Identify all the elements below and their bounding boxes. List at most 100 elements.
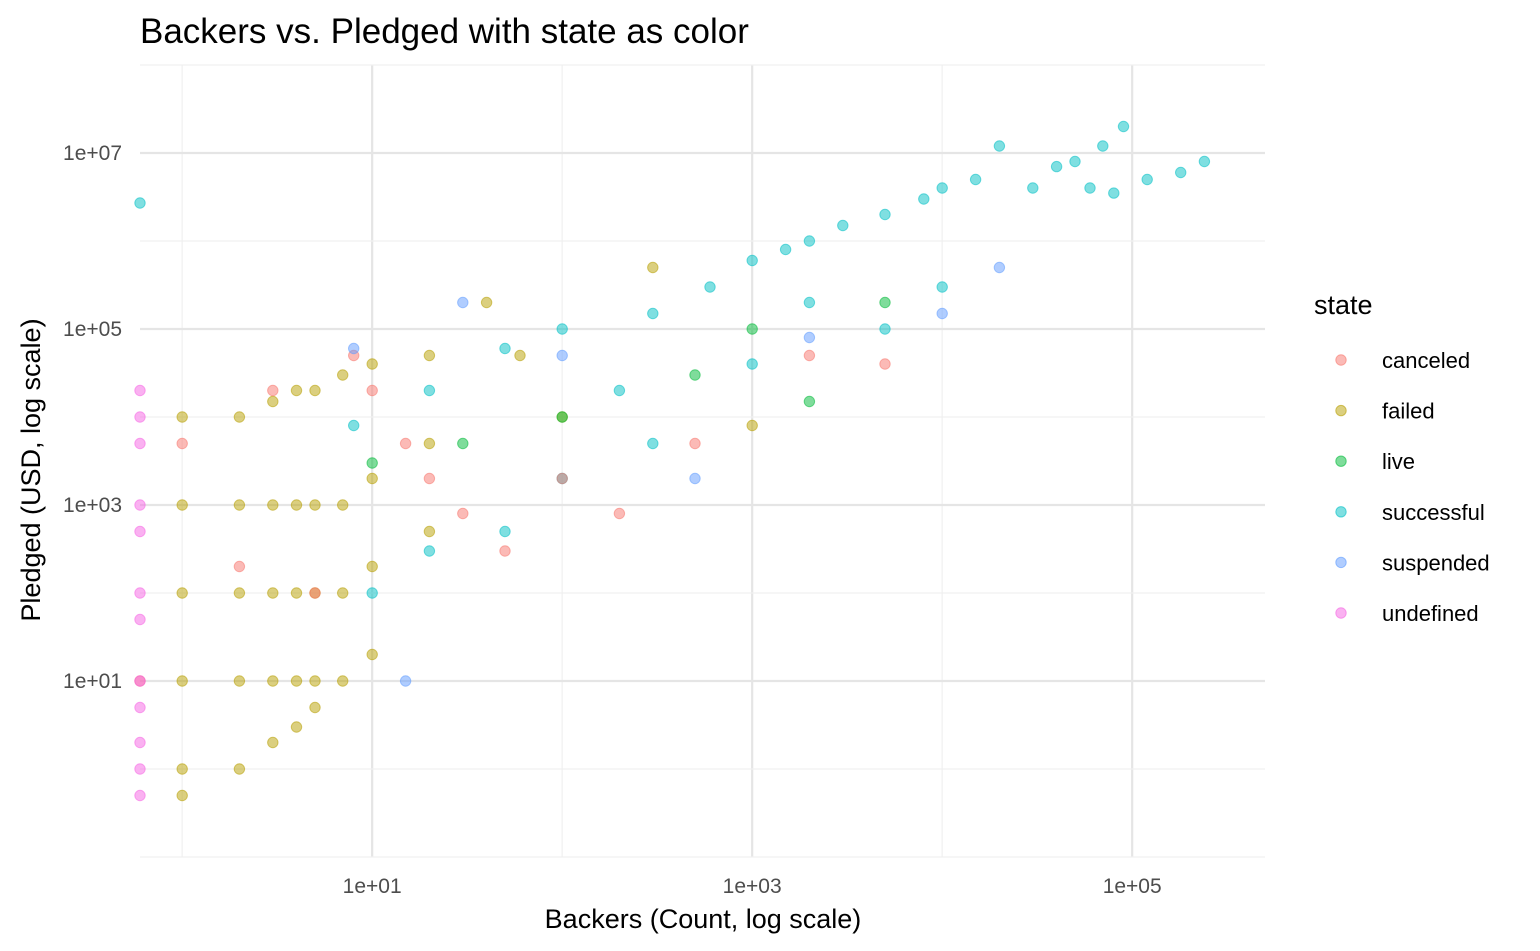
data-point-failed <box>309 384 321 397</box>
data-point-successful <box>779 243 792 256</box>
data-point-successful <box>348 419 360 432</box>
data-point-live <box>457 437 469 450</box>
data-point-successful <box>1198 155 1211 168</box>
data-point-successful <box>647 437 659 450</box>
data-point-undefined <box>134 411 146 423</box>
data-point-undefined <box>134 384 146 397</box>
data-point-successful <box>423 384 436 397</box>
data-point-failed <box>337 499 349 511</box>
data-point-failed <box>267 675 279 687</box>
data-point-successful <box>423 545 436 557</box>
legend-key-canceled <box>1335 354 1347 366</box>
data-point-successful <box>879 323 891 335</box>
data-point-successful <box>803 235 816 247</box>
data-point-successful <box>746 254 758 267</box>
data-point-undefined <box>134 499 146 511</box>
data-point-canceled <box>556 472 568 485</box>
x-tick-label: 1e+03 <box>723 875 782 898</box>
data-point-successful <box>704 281 716 293</box>
data-point-failed <box>267 499 279 511</box>
data-point-canceled <box>176 437 188 450</box>
data-point-failed <box>290 587 303 599</box>
data-point-failed <box>366 472 378 485</box>
data-point-successful <box>1117 120 1130 133</box>
data-point-failed <box>176 789 188 802</box>
y-axis-ticks: 1e+01 1e+03 1e+05 1e+07 <box>63 142 122 693</box>
data-point-failed <box>337 587 349 599</box>
legend-key-suspended <box>1335 556 1347 569</box>
data-point-successful <box>918 193 930 205</box>
data-point-successful <box>1050 160 1063 173</box>
data-point-successful <box>803 296 816 309</box>
data-point-undefined <box>134 789 146 802</box>
data-point-suspended <box>689 472 701 485</box>
data-point-failed <box>176 587 188 599</box>
legend-label-successful: successful <box>1382 500 1485 525</box>
data-point-undefined <box>134 587 146 599</box>
y-tick-label: 1e+05 <box>63 318 122 341</box>
data-point-live <box>689 369 701 381</box>
data-point-canceled <box>803 349 816 362</box>
data-point-successful <box>1097 140 1109 152</box>
data-point-failed <box>176 499 188 511</box>
data-point-undefined <box>134 701 146 714</box>
data-point-failed <box>647 261 659 274</box>
legend-key-undefined <box>1335 607 1347 619</box>
data-point-failed <box>746 419 758 432</box>
data-point-failed <box>366 560 378 573</box>
data-point-undefined <box>134 736 146 749</box>
data-point-failed <box>267 395 279 408</box>
data-point-failed <box>176 675 188 687</box>
data-point-live <box>879 296 891 309</box>
data-point-live <box>366 457 378 469</box>
data-point-successful <box>969 173 982 186</box>
legend-title: state <box>1314 290 1373 320</box>
data-point-failed <box>423 349 436 362</box>
legend-label-failed: failed <box>1382 399 1435 424</box>
data-point-failed <box>267 736 279 749</box>
data-point-failed <box>267 587 279 599</box>
data-point-successful <box>837 219 849 232</box>
data-point-successful <box>499 525 511 538</box>
data-point-successful <box>134 197 146 209</box>
data-point-undefined <box>134 525 146 538</box>
data-point-successful <box>1141 173 1153 186</box>
data-point-suspended <box>556 349 568 362</box>
legend: state canceled failed live successful suspen… <box>1314 290 1490 626</box>
data-point-undefined <box>134 763 146 775</box>
points-layer <box>134 120 1211 802</box>
data-point-suspended <box>399 675 412 687</box>
grid <box>140 64 1265 858</box>
y-tick-label: 1e+03 <box>63 494 122 517</box>
data-point-successful <box>1027 182 1039 194</box>
legend-label-live: live <box>1382 449 1415 474</box>
data-point-canceled <box>613 507 626 520</box>
data-point-failed <box>337 675 349 687</box>
data-point-failed <box>480 296 493 309</box>
data-point-failed <box>309 701 321 714</box>
data-point-suspended <box>803 331 816 344</box>
legend-key-live <box>1335 455 1347 467</box>
data-point-failed <box>337 369 349 381</box>
data-point-failed <box>309 675 321 687</box>
data-point-canceled <box>689 437 701 450</box>
x-axis-title: Backers (Count, log scale) <box>545 904 862 934</box>
data-point-failed <box>290 384 303 397</box>
data-point-successful <box>366 587 378 599</box>
data-point-failed <box>514 349 526 362</box>
data-point-successful <box>613 384 626 397</box>
data-point-failed <box>233 587 246 599</box>
data-point-successful <box>1084 182 1096 194</box>
data-point-failed <box>366 648 378 661</box>
data-point-failed <box>423 525 436 538</box>
data-point-canceled <box>423 472 436 485</box>
legend-label-undefined: undefined <box>1382 601 1479 626</box>
data-point-suspended <box>993 261 1006 274</box>
data-point-failed <box>290 721 303 733</box>
legend-key-failed <box>1335 404 1347 417</box>
data-point-successful <box>647 307 659 320</box>
data-point-failed <box>366 358 378 370</box>
data-point-failed <box>233 499 246 511</box>
data-point-undefined <box>134 437 146 450</box>
